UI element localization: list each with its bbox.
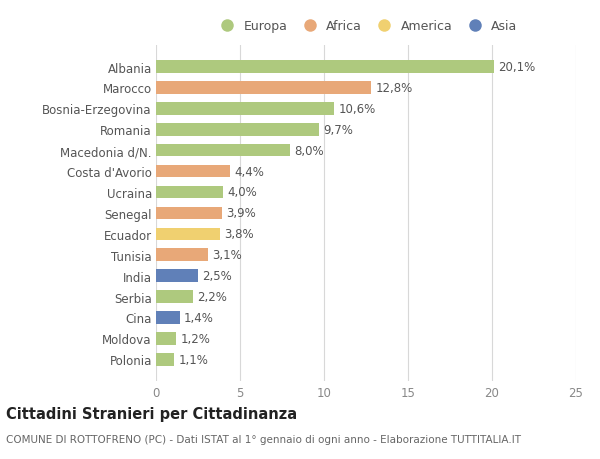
Text: 10,6%: 10,6% — [338, 103, 376, 116]
Bar — [156, 312, 179, 324]
Text: Cittadini Stranieri per Cittadinanza: Cittadini Stranieri per Cittadinanza — [6, 406, 297, 421]
Text: 1,1%: 1,1% — [179, 353, 209, 366]
Bar — [156, 353, 175, 366]
Text: 9,7%: 9,7% — [323, 123, 353, 136]
Bar — [156, 291, 193, 303]
Text: 2,2%: 2,2% — [197, 291, 227, 303]
Text: 4,0%: 4,0% — [227, 186, 257, 199]
Legend: Europa, Africa, America, Asia: Europa, Africa, America, Asia — [215, 20, 517, 33]
Bar — [156, 82, 371, 95]
Text: 1,2%: 1,2% — [181, 332, 210, 345]
Bar — [156, 207, 221, 220]
Bar — [156, 61, 494, 73]
Text: 4,4%: 4,4% — [234, 165, 264, 178]
Text: 12,8%: 12,8% — [375, 82, 412, 95]
Bar — [156, 249, 208, 262]
Bar — [156, 332, 176, 345]
Bar — [156, 103, 334, 115]
Text: 20,1%: 20,1% — [498, 61, 535, 74]
Text: COMUNE DI ROTTOFRENO (PC) - Dati ISTAT al 1° gennaio di ogni anno - Elaborazione: COMUNE DI ROTTOFRENO (PC) - Dati ISTAT a… — [6, 434, 521, 444]
Text: 3,8%: 3,8% — [224, 228, 254, 241]
Bar — [156, 145, 290, 157]
Bar — [156, 165, 230, 178]
Bar — [156, 270, 198, 282]
Bar — [156, 228, 220, 241]
Bar — [156, 186, 223, 199]
Bar — [156, 124, 319, 136]
Text: 3,1%: 3,1% — [212, 249, 242, 262]
Text: 8,0%: 8,0% — [295, 145, 324, 157]
Text: 2,5%: 2,5% — [202, 269, 232, 282]
Text: 3,9%: 3,9% — [226, 207, 256, 220]
Text: 1,4%: 1,4% — [184, 311, 214, 324]
